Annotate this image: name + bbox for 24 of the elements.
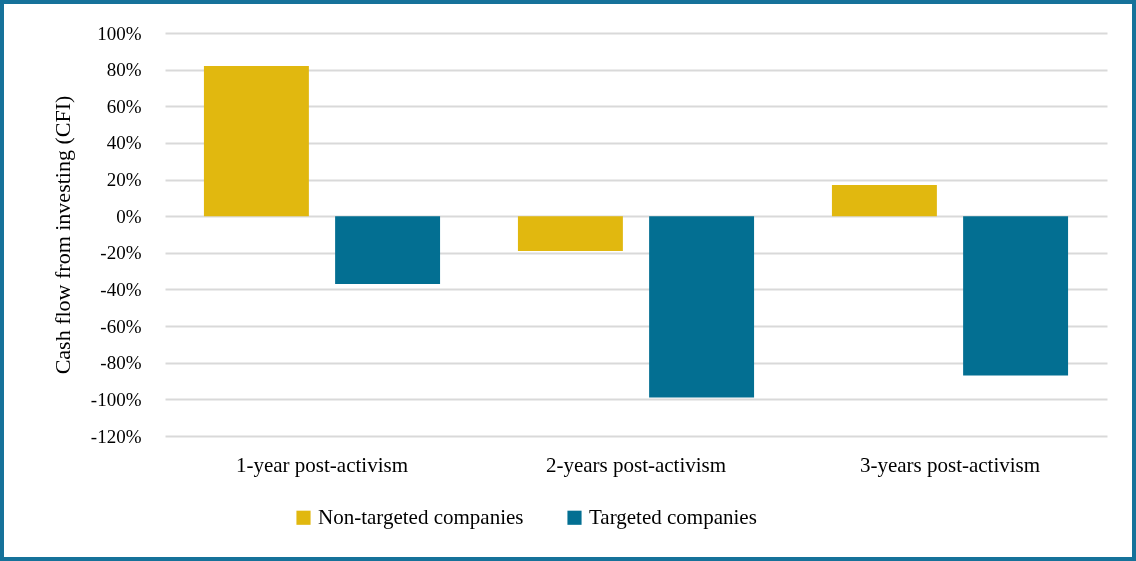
x-tick-label: 1-year post-activism — [235, 452, 409, 477]
y-tick-label: -20% — [100, 242, 142, 264]
y-tick-label: 100% — [97, 22, 142, 44]
x-tick-label: 2-years post-activism — [545, 452, 727, 477]
y-tick-label: 40% — [106, 132, 142, 154]
y-tick-label: -80% — [100, 352, 142, 374]
y-tick-label: 20% — [106, 169, 142, 191]
bar — [649, 216, 755, 398]
y-tick-label: -120% — [90, 425, 142, 447]
y-tick-label: -100% — [90, 388, 142, 410]
bar — [517, 216, 623, 251]
bar — [963, 216, 1069, 376]
y-tick-label: -40% — [100, 278, 142, 300]
y-tick-label: 80% — [106, 59, 142, 81]
legend-label: Non-targeted companies — [318, 504, 524, 529]
y-tick-label: -60% — [100, 315, 142, 337]
bar — [335, 216, 441, 284]
x-tick-label: 3-years post-activism — [859, 452, 1041, 477]
y-tick-label: 60% — [106, 95, 142, 117]
bar — [203, 65, 309, 217]
y-tick-label: 0% — [116, 205, 142, 227]
y-axis-title: Cash flow from investing (CFI) — [49, 95, 75, 375]
legend-label: Targeted companies — [589, 504, 757, 529]
bar — [831, 185, 937, 217]
